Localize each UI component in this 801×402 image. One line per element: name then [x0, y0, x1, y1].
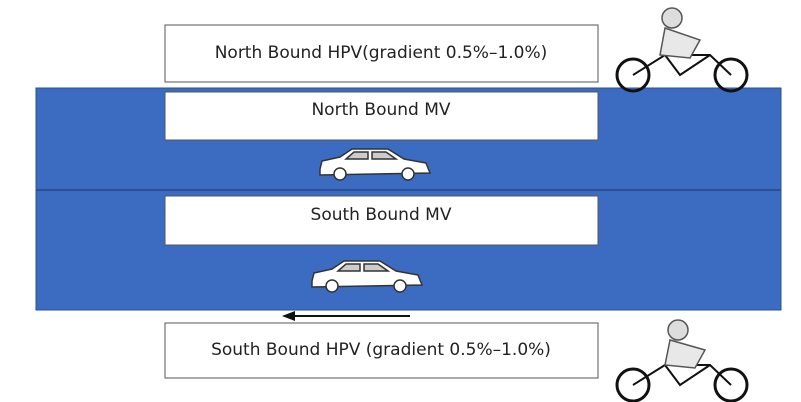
- arrow: [282, 311, 410, 321]
- car-icon: [311, 260, 424, 293]
- lane-box: [164, 24, 599, 83]
- lane-label: South Bound MV: [311, 205, 452, 225]
- bicycle-icon: [615, 7, 749, 93]
- lane-label: North Bound HPV(gradient 0.5%–1.0%): [215, 43, 548, 63]
- lane-box: [164, 195, 599, 246]
- bicycle-icon: [615, 319, 749, 402]
- car-icon: [319, 148, 432, 181]
- lane-box: [164, 322, 599, 379]
- lane-label: North Bound MV: [311, 100, 450, 120]
- lane-box: [164, 91, 599, 141]
- lane-label: South Bound HPV (gradient 0.5%–1.0%): [211, 340, 551, 360]
